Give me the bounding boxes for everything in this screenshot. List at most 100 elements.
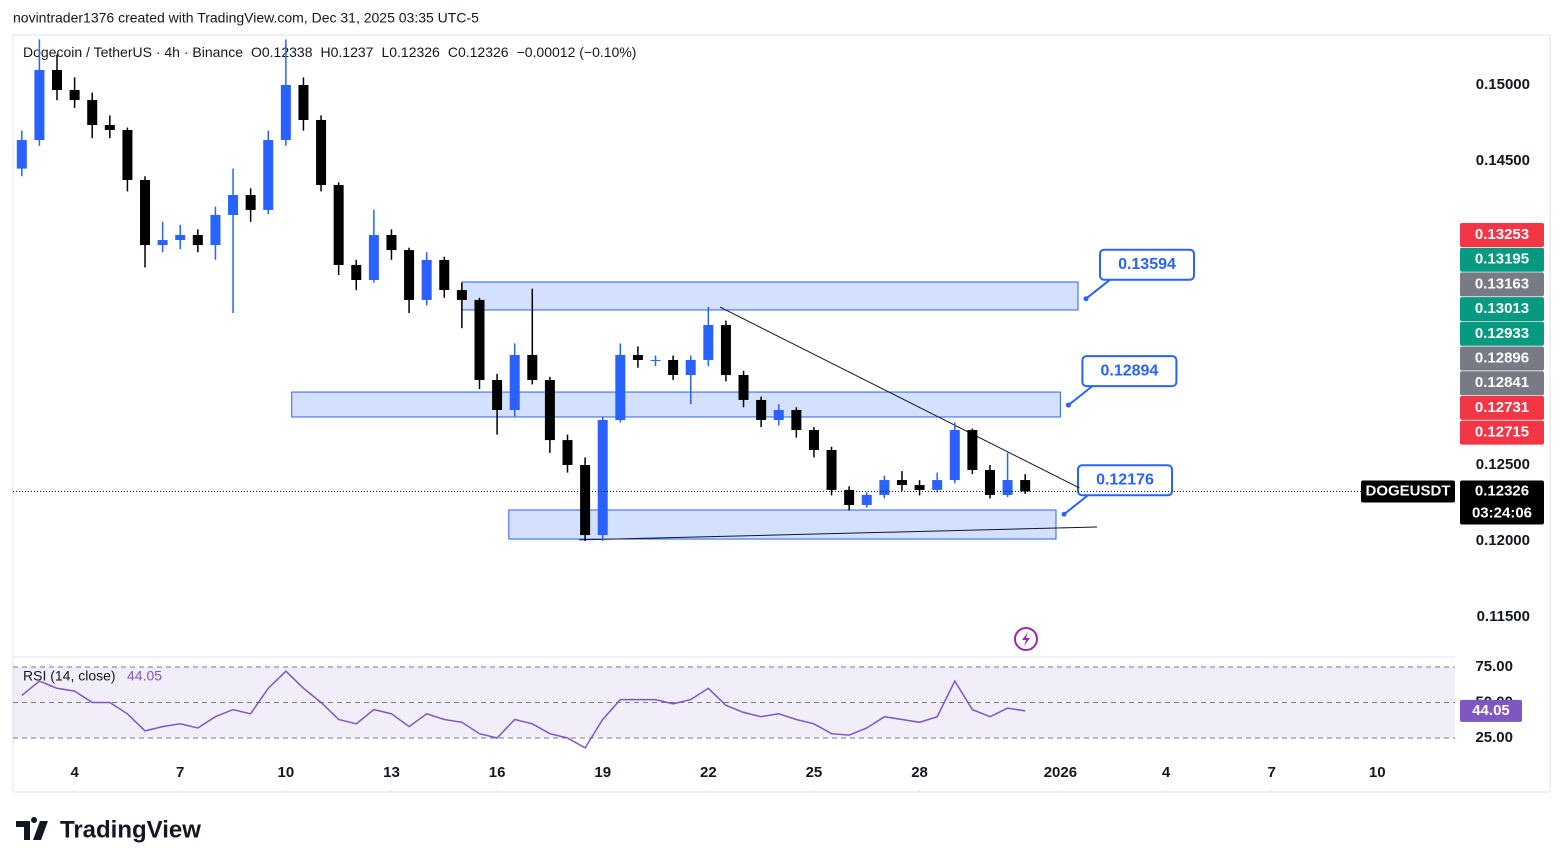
callout-pointer <box>1067 385 1094 406</box>
y-tick-label: 0.15000 <box>1476 76 1530 93</box>
price-tag-label: 0.13253 <box>1475 226 1529 243</box>
x-tick-label: 28 <box>911 764 928 781</box>
x-tick-label: 2026 <box>1044 764 1077 781</box>
candle-body <box>34 69 45 141</box>
trend-line <box>579 526 1098 541</box>
candle-body <box>844 489 855 505</box>
x-tick-label: 10 <box>1369 764 1386 781</box>
price-tag-label: 0.13163 <box>1475 275 1529 292</box>
candle-body <box>52 69 63 91</box>
candle-body <box>263 140 274 210</box>
callout-dot <box>1061 511 1067 517</box>
price-tag <box>1460 297 1544 322</box>
ticker-tag <box>1361 480 1455 503</box>
callout-pointer <box>1085 278 1111 300</box>
change: −0.00012 (−0.10%) <box>517 44 637 60</box>
candle-body <box>421 259 432 300</box>
callout-pointer <box>1063 494 1089 516</box>
candle-body <box>756 399 767 421</box>
rsi-tick-label: 25.00 <box>1475 729 1513 746</box>
candle-body <box>456 290 467 300</box>
ohlc-value: 0.12326 <box>458 44 509 60</box>
candle-body <box>685 359 696 376</box>
ohlc-value: 0.12338 <box>262 44 313 60</box>
x-tick-label: 19 <box>594 764 611 781</box>
candle-body <box>562 440 573 466</box>
candle-body <box>914 485 925 490</box>
candle-body <box>773 409 784 421</box>
brand-name: TradingView <box>60 816 201 843</box>
callout-label: 0.12894 <box>1100 362 1158 379</box>
candle-body <box>1020 480 1031 492</box>
candle-body <box>632 354 643 360</box>
candle-body <box>69 90 80 101</box>
brand-logo: TradingView <box>16 816 201 843</box>
legend-text: Dogecoin / TetherUS · 4h · Binance O0.123… <box>23 44 636 60</box>
candle-body <box>932 480 943 490</box>
candle-body <box>192 235 203 246</box>
price-tag-label: 0.12933 <box>1475 325 1529 342</box>
candle-body <box>140 180 151 246</box>
candle-body <box>808 430 819 450</box>
ohlc-label: O <box>251 44 262 60</box>
rsi-title: RSI (14, close) <box>23 668 116 684</box>
candle-body <box>298 85 309 120</box>
rsi-tag <box>1460 699 1522 722</box>
candle-body <box>87 100 98 125</box>
price-tag-label: 0.12715 <box>1475 424 1529 441</box>
candle-body <box>492 380 503 410</box>
candle-body <box>439 259 450 291</box>
candle-body <box>509 354 520 410</box>
rsi-line <box>21 670 1026 749</box>
callout-label: 0.12176 <box>1096 471 1154 488</box>
x-tick-label: 22 <box>700 764 717 781</box>
candle-body <box>668 359 679 376</box>
candle-body <box>703 325 714 360</box>
y-tick-label: 0.14500 <box>1476 152 1530 169</box>
candle-body <box>157 240 168 246</box>
candle-body <box>826 449 837 490</box>
candle-body <box>404 250 415 300</box>
candle-body <box>351 264 362 281</box>
price-tag <box>1460 272 1544 297</box>
price-value: 0.12326 <box>1475 482 1529 499</box>
trend-line <box>719 306 1080 489</box>
price-tag <box>1460 223 1544 247</box>
candle-body <box>122 129 133 181</box>
credit: novintrader1376 created with TradingView… <box>13 10 479 26</box>
candle-body <box>1002 480 1013 495</box>
rsi-legend-value: 44.05 <box>127 668 162 684</box>
ohlc-value: 0.1237 <box>331 44 374 60</box>
price-tag <box>1460 371 1544 396</box>
candle-body <box>280 85 291 141</box>
callout-label: 0.13594 <box>1118 256 1176 273</box>
callout-dot <box>1065 402 1071 408</box>
candle-body <box>386 235 397 251</box>
candle-body <box>175 235 186 241</box>
x-tick-label: 25 <box>806 764 823 781</box>
countdown: 03:24:06 <box>1472 504 1532 521</box>
ohlc-label: C <box>448 44 458 60</box>
price-tag <box>1460 346 1544 371</box>
y-tick-label: 0.12500 <box>1476 456 1530 473</box>
logo-mark <box>16 817 48 840</box>
candle-body <box>210 214 221 246</box>
candle-body <box>984 470 995 495</box>
candle-body <box>16 140 27 169</box>
price-tag <box>1460 480 1544 525</box>
x-tick-label: 10 <box>278 764 295 781</box>
candle-body <box>861 494 872 505</box>
alert-icon[interactable] <box>1014 627 1038 651</box>
candle-body <box>580 465 591 536</box>
zone <box>461 281 1079 311</box>
price-tag <box>1460 395 1544 420</box>
price-tag-label: 0.13013 <box>1475 300 1529 317</box>
chart-frame <box>12 34 1551 793</box>
candle-body <box>949 430 960 481</box>
price-tag <box>1460 247 1544 272</box>
candle-body <box>245 195 256 210</box>
zone <box>291 391 1061 418</box>
x-tick-label: 16 <box>489 764 506 781</box>
